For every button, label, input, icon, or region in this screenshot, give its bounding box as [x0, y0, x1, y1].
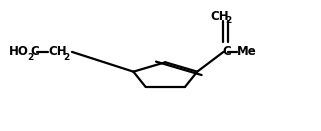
- Text: 2: 2: [27, 53, 33, 62]
- Text: CH: CH: [210, 10, 229, 23]
- Text: 2: 2: [63, 53, 70, 62]
- Text: 2: 2: [225, 16, 231, 25]
- Text: HO: HO: [9, 45, 29, 58]
- Text: Me: Me: [237, 45, 257, 58]
- Text: C: C: [31, 45, 39, 58]
- Text: C: C: [222, 45, 231, 58]
- Text: CH: CH: [49, 45, 67, 58]
